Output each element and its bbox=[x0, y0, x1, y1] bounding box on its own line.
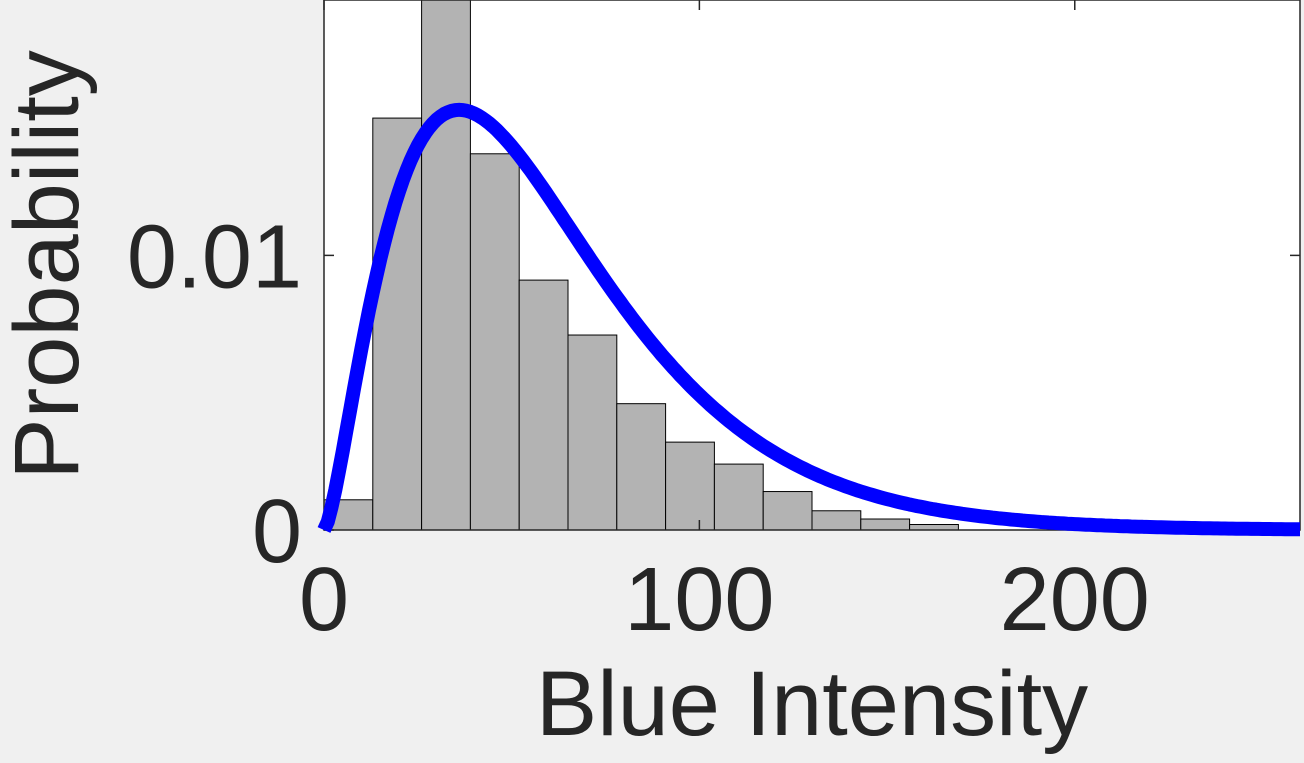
histogram-bar bbox=[665, 441, 715, 531]
x-tick-label: 200 bbox=[1000, 550, 1150, 650]
histogram-bar bbox=[567, 334, 618, 531]
x-tick-label: 0 bbox=[299, 550, 349, 650]
y-tick-label: 0 bbox=[252, 482, 302, 582]
fitted-distribution-curve bbox=[317, 102, 1304, 537]
y-tick-labels: 00.01 bbox=[127, 207, 302, 582]
histogram-bar bbox=[811, 510, 862, 531]
histogram-bar bbox=[469, 153, 520, 531]
histogram-bar bbox=[860, 518, 911, 531]
x-axis-label: Blue Intensity bbox=[536, 653, 1088, 755]
histogram-bar bbox=[713, 463, 764, 531]
x-tick-label: 100 bbox=[624, 550, 774, 650]
y-tick-label: 0.01 bbox=[127, 207, 302, 307]
histogram-bar bbox=[909, 524, 959, 531]
plot-frame bbox=[323, 0, 1301, 531]
y-axis-label: Probability bbox=[0, 50, 98, 480]
x-tick-labels: 0 100 200 bbox=[299, 550, 1150, 650]
histogram-bar bbox=[762, 491, 813, 531]
histogram-bars bbox=[323, 0, 959, 531]
histogram-bar bbox=[421, 0, 471, 531]
histogram-bar bbox=[616, 403, 667, 531]
histogram-bar bbox=[518, 279, 569, 531]
